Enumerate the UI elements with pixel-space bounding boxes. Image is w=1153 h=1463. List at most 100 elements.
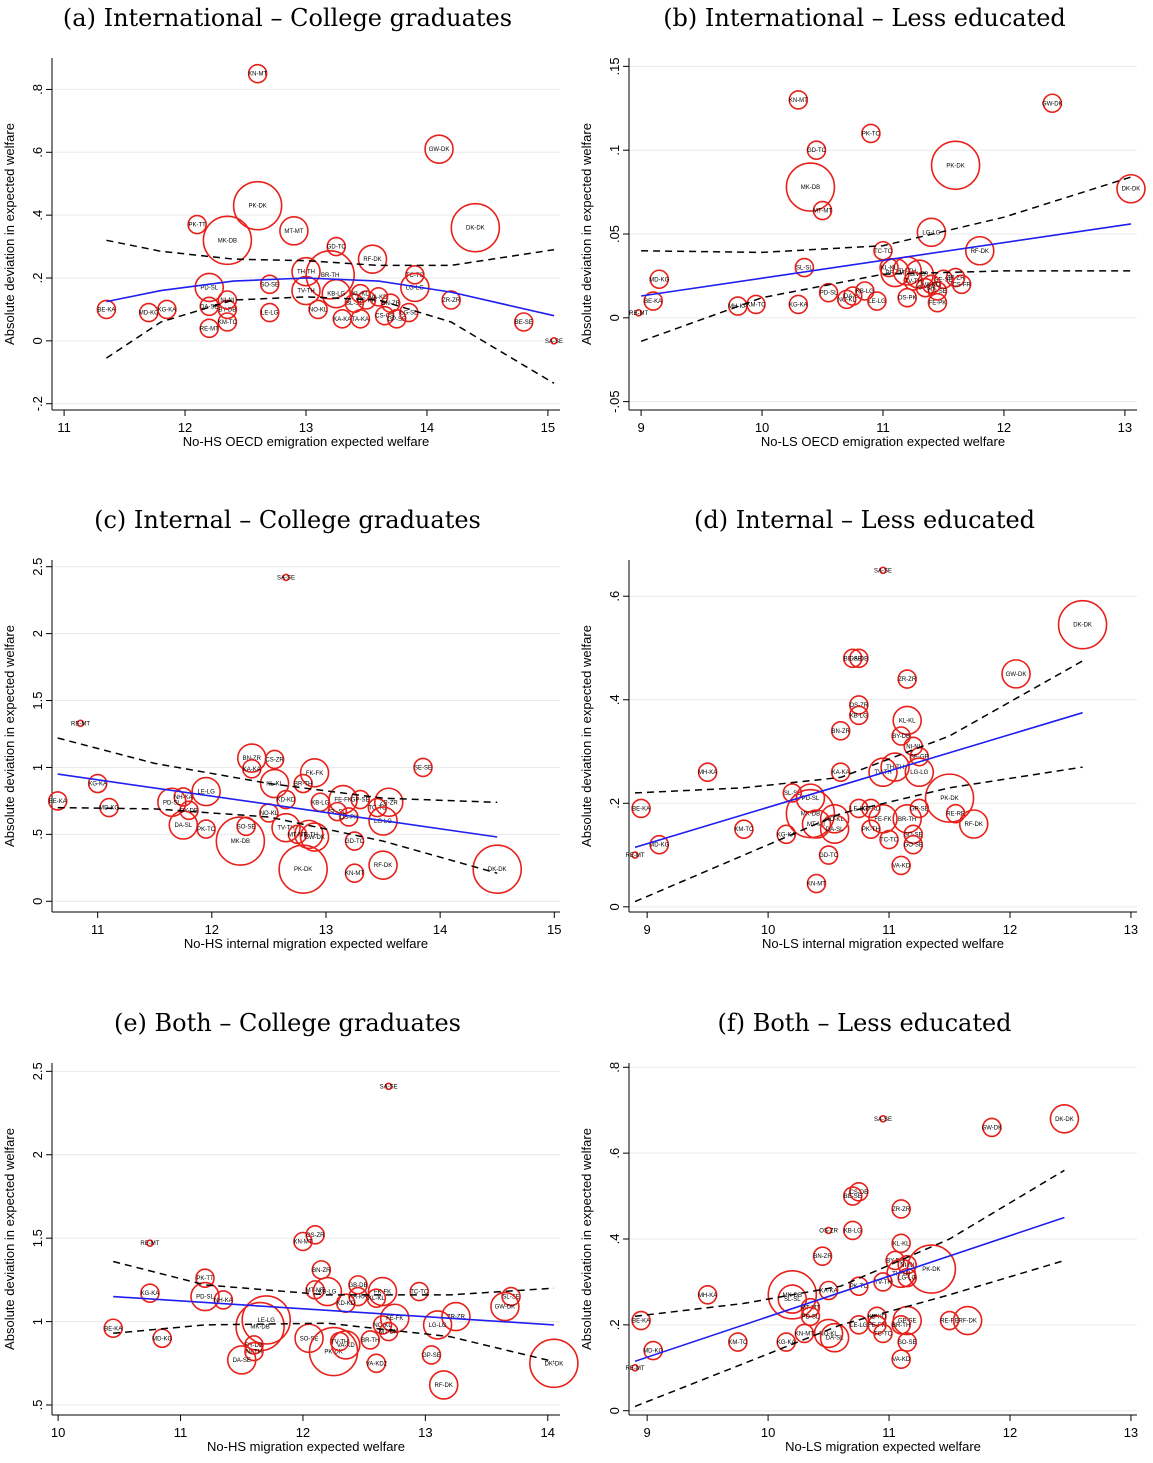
y-axis-label: Absolute deviation in expected welfare [579, 625, 594, 847]
fit-line [634, 711, 1083, 849]
x-tick-label: 12 [296, 1425, 310, 1440]
data-point [96, 299, 117, 320]
point-label: BE-SE [515, 320, 533, 326]
point-label: PD-SL [802, 796, 820, 802]
chart-b: 9 10 11 12 13 -.05 0 .05 .1 .15 No-LS OECD emigrat… [579, 57, 1146, 449]
point-label: MD-KG [139, 311, 159, 317]
point-label: PD-SL [802, 1314, 820, 1320]
point-label: GW-DK [1006, 672, 1027, 678]
ci-upper-line [113, 1260, 554, 1296]
x-tick-label: 11 [91, 922, 105, 937]
data-point [278, 844, 328, 894]
y-axis-label: Absolute deviation in expected welfare [2, 123, 17, 345]
panel-b: (b) International – Less educated 9 10 11 1… [577, 0, 1153, 470]
point-label: KB-LG [844, 1228, 862, 1234]
point-label: GD-TC [345, 839, 365, 845]
data-point [927, 292, 948, 313]
data-point [226, 1345, 257, 1375]
point-label: BE-SE [844, 1194, 862, 1200]
x-tick-label: 12 [1003, 1425, 1017, 1440]
x-tick-label: 12 [1003, 922, 1017, 937]
data-point [293, 1231, 313, 1252]
point-label: PD-SL [196, 1295, 214, 1301]
data-point [861, 819, 881, 839]
data-point [368, 806, 398, 836]
data-point [794, 257, 815, 278]
point-label: TV-TH [874, 1280, 891, 1286]
data-point [930, 140, 981, 191]
point-label: TH-TH [898, 269, 916, 275]
x-tick-label: 13 [1124, 922, 1138, 937]
data-point [241, 758, 262, 779]
data-point [800, 1306, 821, 1327]
data-point [782, 783, 803, 803]
x-tick-label: 10 [51, 1425, 65, 1440]
data-point [891, 855, 911, 876]
data-point [855, 281, 875, 301]
point-label: KM-TC [747, 302, 767, 308]
ci-lower-line [634, 1259, 1065, 1408]
point-label: DK-DK [1122, 187, 1141, 193]
y-tick-label: .5 [30, 1400, 45, 1411]
point-label: PD-SL [163, 800, 181, 806]
data-point [830, 721, 851, 741]
data-point [800, 1297, 821, 1318]
data-point [308, 299, 328, 320]
data-point [202, 215, 253, 266]
x-tick-label: 15 [547, 922, 561, 937]
point-label: PK-DK [922, 1267, 940, 1273]
point-label: KN-MT [293, 1240, 312, 1246]
data-point [348, 1275, 368, 1295]
point-label: LE-LG [868, 299, 886, 305]
data-point [746, 294, 766, 315]
data-point [287, 824, 308, 845]
y-tick-label: 1 [30, 1318, 45, 1325]
ci-lower-line [113, 1322, 555, 1363]
y-tick-label: .8 [30, 84, 45, 95]
x-tick-label: 13 [418, 1425, 432, 1440]
point-label: ZR-ZR [892, 1207, 911, 1213]
data-point [728, 1332, 748, 1352]
data-point [215, 816, 266, 866]
data-point [357, 244, 388, 274]
data-point [199, 318, 220, 339]
ci-upper-line [634, 660, 1083, 794]
point-label: RF-DK [958, 1319, 976, 1325]
y-tick-label: 1 [30, 764, 45, 771]
data-point [1049, 1104, 1080, 1134]
point-label: BY-DB [180, 808, 198, 814]
point-label: TA-KA [352, 317, 369, 323]
data-point [879, 566, 887, 575]
data-point [982, 1117, 1002, 1138]
y-tick-label: .4 [30, 210, 45, 221]
data-point [916, 217, 947, 248]
y-tick-label: .2 [607, 1319, 622, 1330]
data-point [244, 1341, 264, 1362]
point-label: LE-LG [197, 790, 215, 796]
y-axis-label: Absolute deviation in expected welfare [2, 625, 17, 847]
x-tick-label: 10 [761, 1425, 775, 1440]
point-label: NI-NI [906, 744, 920, 750]
point-label: GP-SE [422, 1353, 441, 1359]
data-point [649, 834, 670, 855]
data-point [892, 804, 922, 834]
point-label: GD-TC [807, 148, 827, 154]
point-label: MT-MT [801, 1306, 820, 1312]
point-label: SA-SE [277, 575, 295, 581]
panel-f: (f) Both – Less educated 9 10 11 12 13 0 .2 .4.… [577, 1005, 1153, 1463]
point-label: SO-SE [237, 824, 256, 830]
point-label: KN-MT [807, 882, 826, 888]
x-tick-label: 11 [876, 420, 890, 435]
point-label: OS-PK [898, 296, 917, 302]
point-label: MT-DK [379, 1330, 398, 1336]
x-axis-label: No-LS OECD emigration expected welfare [761, 434, 1005, 449]
point-label: RF-DK [363, 257, 381, 263]
data-point [247, 63, 268, 84]
point-label: PK-DK [248, 204, 266, 210]
point-label: DA-SL [826, 1336, 844, 1342]
panel-title: (e) Both – College graduates [113, 1009, 461, 1037]
data-point [849, 1181, 869, 1202]
point-label: MD-KG [649, 277, 669, 283]
point-label: ZR-ZR [947, 276, 966, 282]
point-label: KG-KA [158, 307, 177, 313]
